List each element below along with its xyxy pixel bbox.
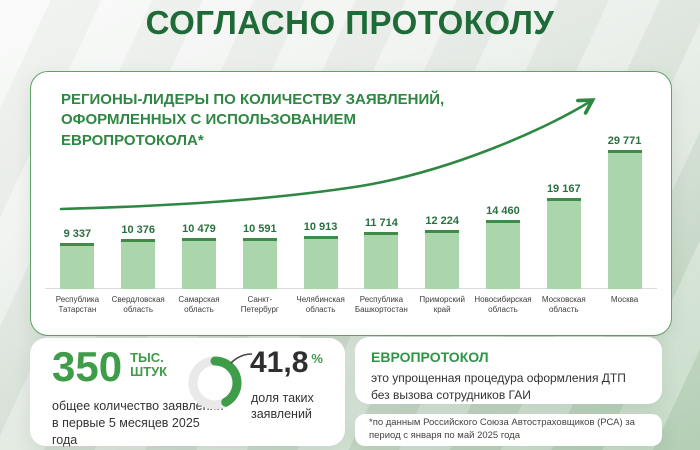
bar-category-label: Новосибирская область <box>474 295 532 314</box>
share-figure: 41,8 % <box>250 348 323 378</box>
bar-value-label: 9 337 <box>63 228 92 240</box>
bar-column: 11 714 Республика Башкортостан <box>351 135 412 327</box>
bar-value-label: 10 913 <box>303 221 338 233</box>
bar-category-label: Санкт-Петербург <box>240 295 279 314</box>
definition-body: это упрощенная процедура оформления ДТП … <box>371 371 626 402</box>
bar-category-label: Свердловская область <box>111 295 165 314</box>
bar-category-label: Самарская область <box>178 295 220 314</box>
total-unit-line-1: ТЫС. <box>130 350 164 365</box>
bar-category-label: Московская область <box>541 295 586 314</box>
bar-category-label: Республика Башкортостан <box>354 295 408 314</box>
donut-callout-line <box>230 353 253 364</box>
bar-column: 10 591 Санкт-Петербург <box>229 135 290 327</box>
bar <box>485 220 520 289</box>
bar-value-label: 29 771 <box>607 135 642 147</box>
bar-column: 12 224 Приморский край <box>412 135 473 327</box>
percent-sign: % <box>311 351 323 366</box>
bar-value-label: 19 167 <box>546 183 581 195</box>
bar-chart: 9 337 Республика Татарстан 10 376 Свердловс… <box>47 135 655 327</box>
bar-column: 29 771 Москва <box>594 135 655 327</box>
bar <box>181 238 216 289</box>
total-caption: общее количество заявлений в первые 5 ме… <box>52 399 224 447</box>
bar-value-label: 11 714 <box>364 217 398 229</box>
bar-category-label: Москва <box>610 295 639 304</box>
bar <box>60 243 95 289</box>
chart-heading-line-1: РЕГИОНЫ-ЛИДЕРЫ ПО КОЛИЧЕСТВУ ЗАЯВЛЕНИЙ, <box>61 91 445 108</box>
x-axis-line <box>45 288 657 289</box>
bar <box>364 232 399 289</box>
bar-value-label: 14 460 <box>486 205 520 217</box>
footnote-text: *по данным Российского Союза Автострахов… <box>369 417 635 441</box>
bar-value-label: 10 479 <box>182 223 216 235</box>
total-figure: 350 ТЫС. ШТУК <box>52 346 167 388</box>
page-title: СОГЛАСНО ПРОТОКОЛУ <box>145 4 555 41</box>
footnote-card: *по данным Российского Союза Автострахов… <box>355 414 662 446</box>
share-number: 41,8 <box>250 346 309 379</box>
bar <box>303 236 338 289</box>
share-caption: доля таких заявлений <box>251 391 314 422</box>
bar <box>242 238 277 289</box>
definition-card: ЕВРОПРОТОКОЛ это упрощенная процедура оф… <box>355 337 662 404</box>
total-number: 350 <box>52 343 123 390</box>
bar-category-label: Республика Татарстан <box>55 295 100 314</box>
bar-column: 10 376 Свердловская область <box>108 135 169 327</box>
bar-category-label: Челябинская область <box>296 295 345 314</box>
bar-category-label: Приморский край <box>419 295 465 314</box>
bar-column: 10 913 Челябинская область <box>290 135 351 327</box>
bar-column: 10 479 Самарская область <box>169 135 230 327</box>
bar-value-label: 10 591 <box>242 223 277 235</box>
bar-value-label: 10 376 <box>121 224 156 236</box>
bar-column: 14 460 Новосибирская область <box>473 135 534 327</box>
bar-value-label: 12 224 <box>425 215 459 227</box>
chart-heading-line-2: ОФОРМЛЕННЫХ С ИСПОЛЬЗОВАНИЕМ <box>61 111 357 129</box>
bar <box>607 150 642 289</box>
summary-card: 350 ТЫС. ШТУК общее количество заявлений… <box>30 338 345 447</box>
total-unit: ТЫС. ШТУК <box>130 350 168 380</box>
bar-column: 9 337 Республика Татарстан <box>47 135 108 327</box>
chart-card: РЕГИОНЫ-ЛИДЕРЫ ПО КОЛИЧЕСТВУ ЗАЯВЛЕНИЙ, … <box>30 71 672 336</box>
bar <box>121 239 156 289</box>
total-unit-line-2: ШТУК <box>130 364 168 380</box>
definition-title: ЕВРОПРОТОКОЛ <box>371 349 489 365</box>
bar <box>425 230 460 289</box>
bar <box>546 198 581 289</box>
bar-column: 19 167 Московская область <box>533 135 594 327</box>
